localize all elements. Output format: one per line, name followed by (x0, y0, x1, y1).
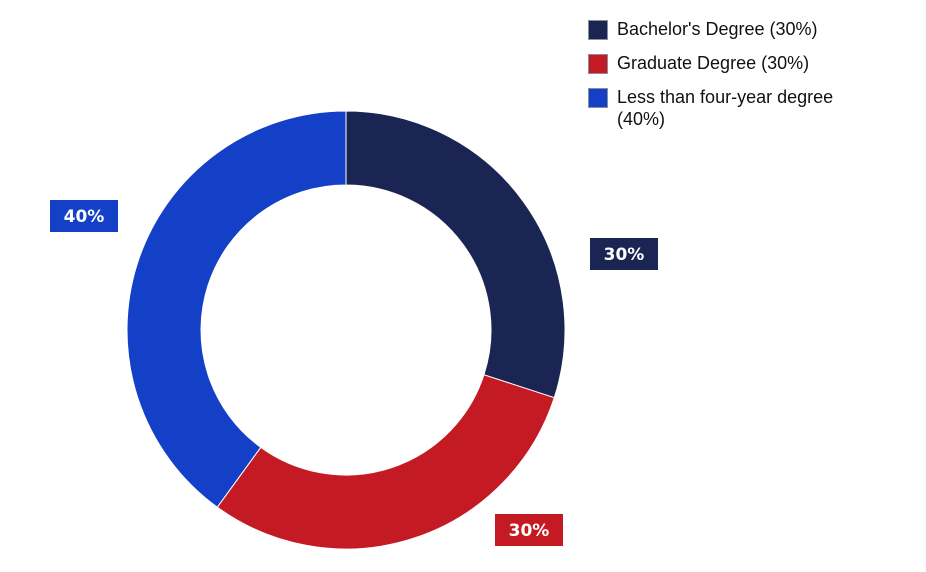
data-label-box-less-than-four-year (50, 200, 118, 232)
data-label-less-than-four-year: 40% (50, 200, 118, 232)
legend-label-bachelors: Bachelor's Degree (30%) (617, 19, 818, 39)
legend-item-less-than-four-year[interactable]: Less than four-year degree (40%) (588, 86, 918, 130)
slice-less-than-four-year[interactable] (126, 110, 347, 508)
data-label-text-less-than-four-year: 40% (64, 207, 105, 227)
slice-graduate[interactable] (216, 374, 555, 550)
donut-slices (126, 110, 566, 550)
legend-swatch-bachelors (588, 20, 608, 40)
data-label-box-graduate (495, 514, 563, 546)
legend-label-less-than-four-year: Less than four-year degree (40%) (617, 87, 834, 129)
legend-item-bachelors[interactable]: Bachelor's Degree (30%) (588, 18, 918, 40)
slice-bachelors[interactable] (345, 110, 566, 399)
legend-swatch-graduate (588, 54, 608, 74)
data-label-box-bachelors (590, 238, 658, 270)
chart-legend: Bachelor's Degree (30%) Graduate Degree … (588, 18, 918, 142)
legend-swatch-less-than-four-year (588, 88, 608, 108)
legend-label-graduate: Graduate Degree (30%) (617, 53, 810, 73)
data-labels: 30% 30% 40% (50, 200, 658, 546)
data-label-bachelors: 30% (590, 238, 658, 270)
legend-item-graduate[interactable]: Graduate Degree (30%) (588, 52, 918, 74)
data-label-text-graduate: 30% (509, 521, 550, 541)
data-label-text-bachelors: 30% (604, 245, 645, 265)
data-label-graduate: 30% (495, 514, 563, 546)
